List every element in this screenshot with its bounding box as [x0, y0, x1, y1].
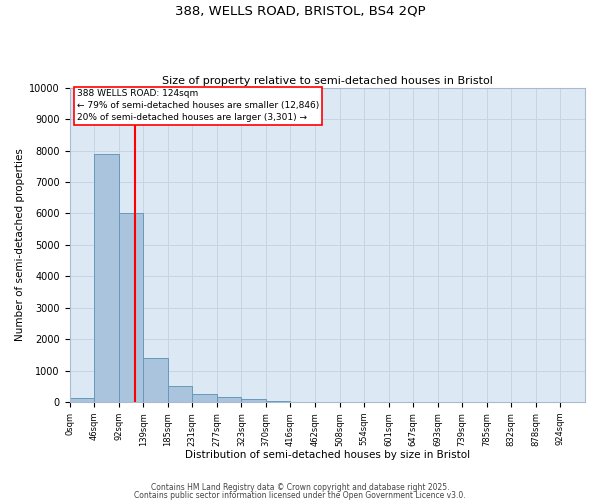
X-axis label: Distribution of semi-detached houses by size in Bristol: Distribution of semi-detached houses by …	[185, 450, 470, 460]
Bar	[70, 398, 94, 402]
Text: 388 WELLS ROAD: 124sqm
← 79% of semi-detached houses are smaller (12,846)
20% of: 388 WELLS ROAD: 124sqm ← 79% of semi-det…	[77, 89, 319, 122]
Text: Contains public sector information licensed under the Open Government Licence v3: Contains public sector information licen…	[134, 490, 466, 500]
Bar	[217, 396, 241, 402]
Bar	[266, 401, 290, 402]
Bar	[192, 394, 217, 402]
Title: Size of property relative to semi-detached houses in Bristol: Size of property relative to semi-detach…	[162, 76, 493, 86]
Text: Contains HM Land Registry data © Crown copyright and database right 2025.: Contains HM Land Registry data © Crown c…	[151, 484, 449, 492]
Bar	[94, 154, 119, 402]
Bar	[119, 214, 143, 402]
Bar	[143, 358, 168, 402]
Bar	[168, 386, 192, 402]
Bar	[241, 399, 266, 402]
Text: 388, WELLS ROAD, BRISTOL, BS4 2QP: 388, WELLS ROAD, BRISTOL, BS4 2QP	[175, 5, 425, 18]
Y-axis label: Number of semi-detached properties: Number of semi-detached properties	[15, 148, 25, 342]
